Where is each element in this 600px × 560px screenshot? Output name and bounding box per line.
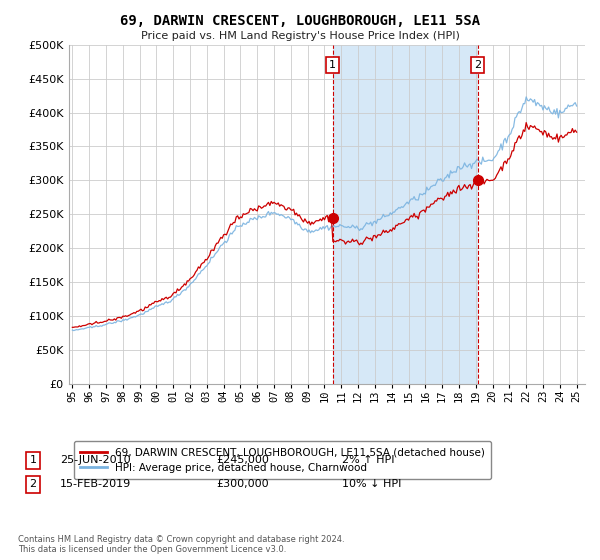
Text: 1: 1	[29, 455, 37, 465]
Text: £300,000: £300,000	[216, 479, 269, 489]
Text: 2% ↑ HPI: 2% ↑ HPI	[342, 455, 395, 465]
Text: 1: 1	[329, 60, 336, 70]
Text: 2: 2	[474, 60, 481, 70]
Legend: 69, DARWIN CRESCENT, LOUGHBOROUGH, LE11 5SA (detached house), HPI: Average price: 69, DARWIN CRESCENT, LOUGHBOROUGH, LE11 …	[74, 441, 491, 479]
Bar	[333, 45, 478, 384]
Text: Contains HM Land Registry data © Crown copyright and database right 2024.
This d: Contains HM Land Registry data © Crown c…	[18, 535, 344, 554]
Text: 25-JUN-2010: 25-JUN-2010	[60, 455, 131, 465]
Text: 15-FEB-2019: 15-FEB-2019	[60, 479, 131, 489]
Text: 10% ↓ HPI: 10% ↓ HPI	[342, 479, 401, 489]
Text: £245,000: £245,000	[216, 455, 269, 465]
Text: 69, DARWIN CRESCENT, LOUGHBOROUGH, LE11 5SA: 69, DARWIN CRESCENT, LOUGHBOROUGH, LE11 …	[120, 14, 480, 28]
Text: 2: 2	[29, 479, 37, 489]
Text: Price paid vs. HM Land Registry's House Price Index (HPI): Price paid vs. HM Land Registry's House …	[140, 31, 460, 41]
